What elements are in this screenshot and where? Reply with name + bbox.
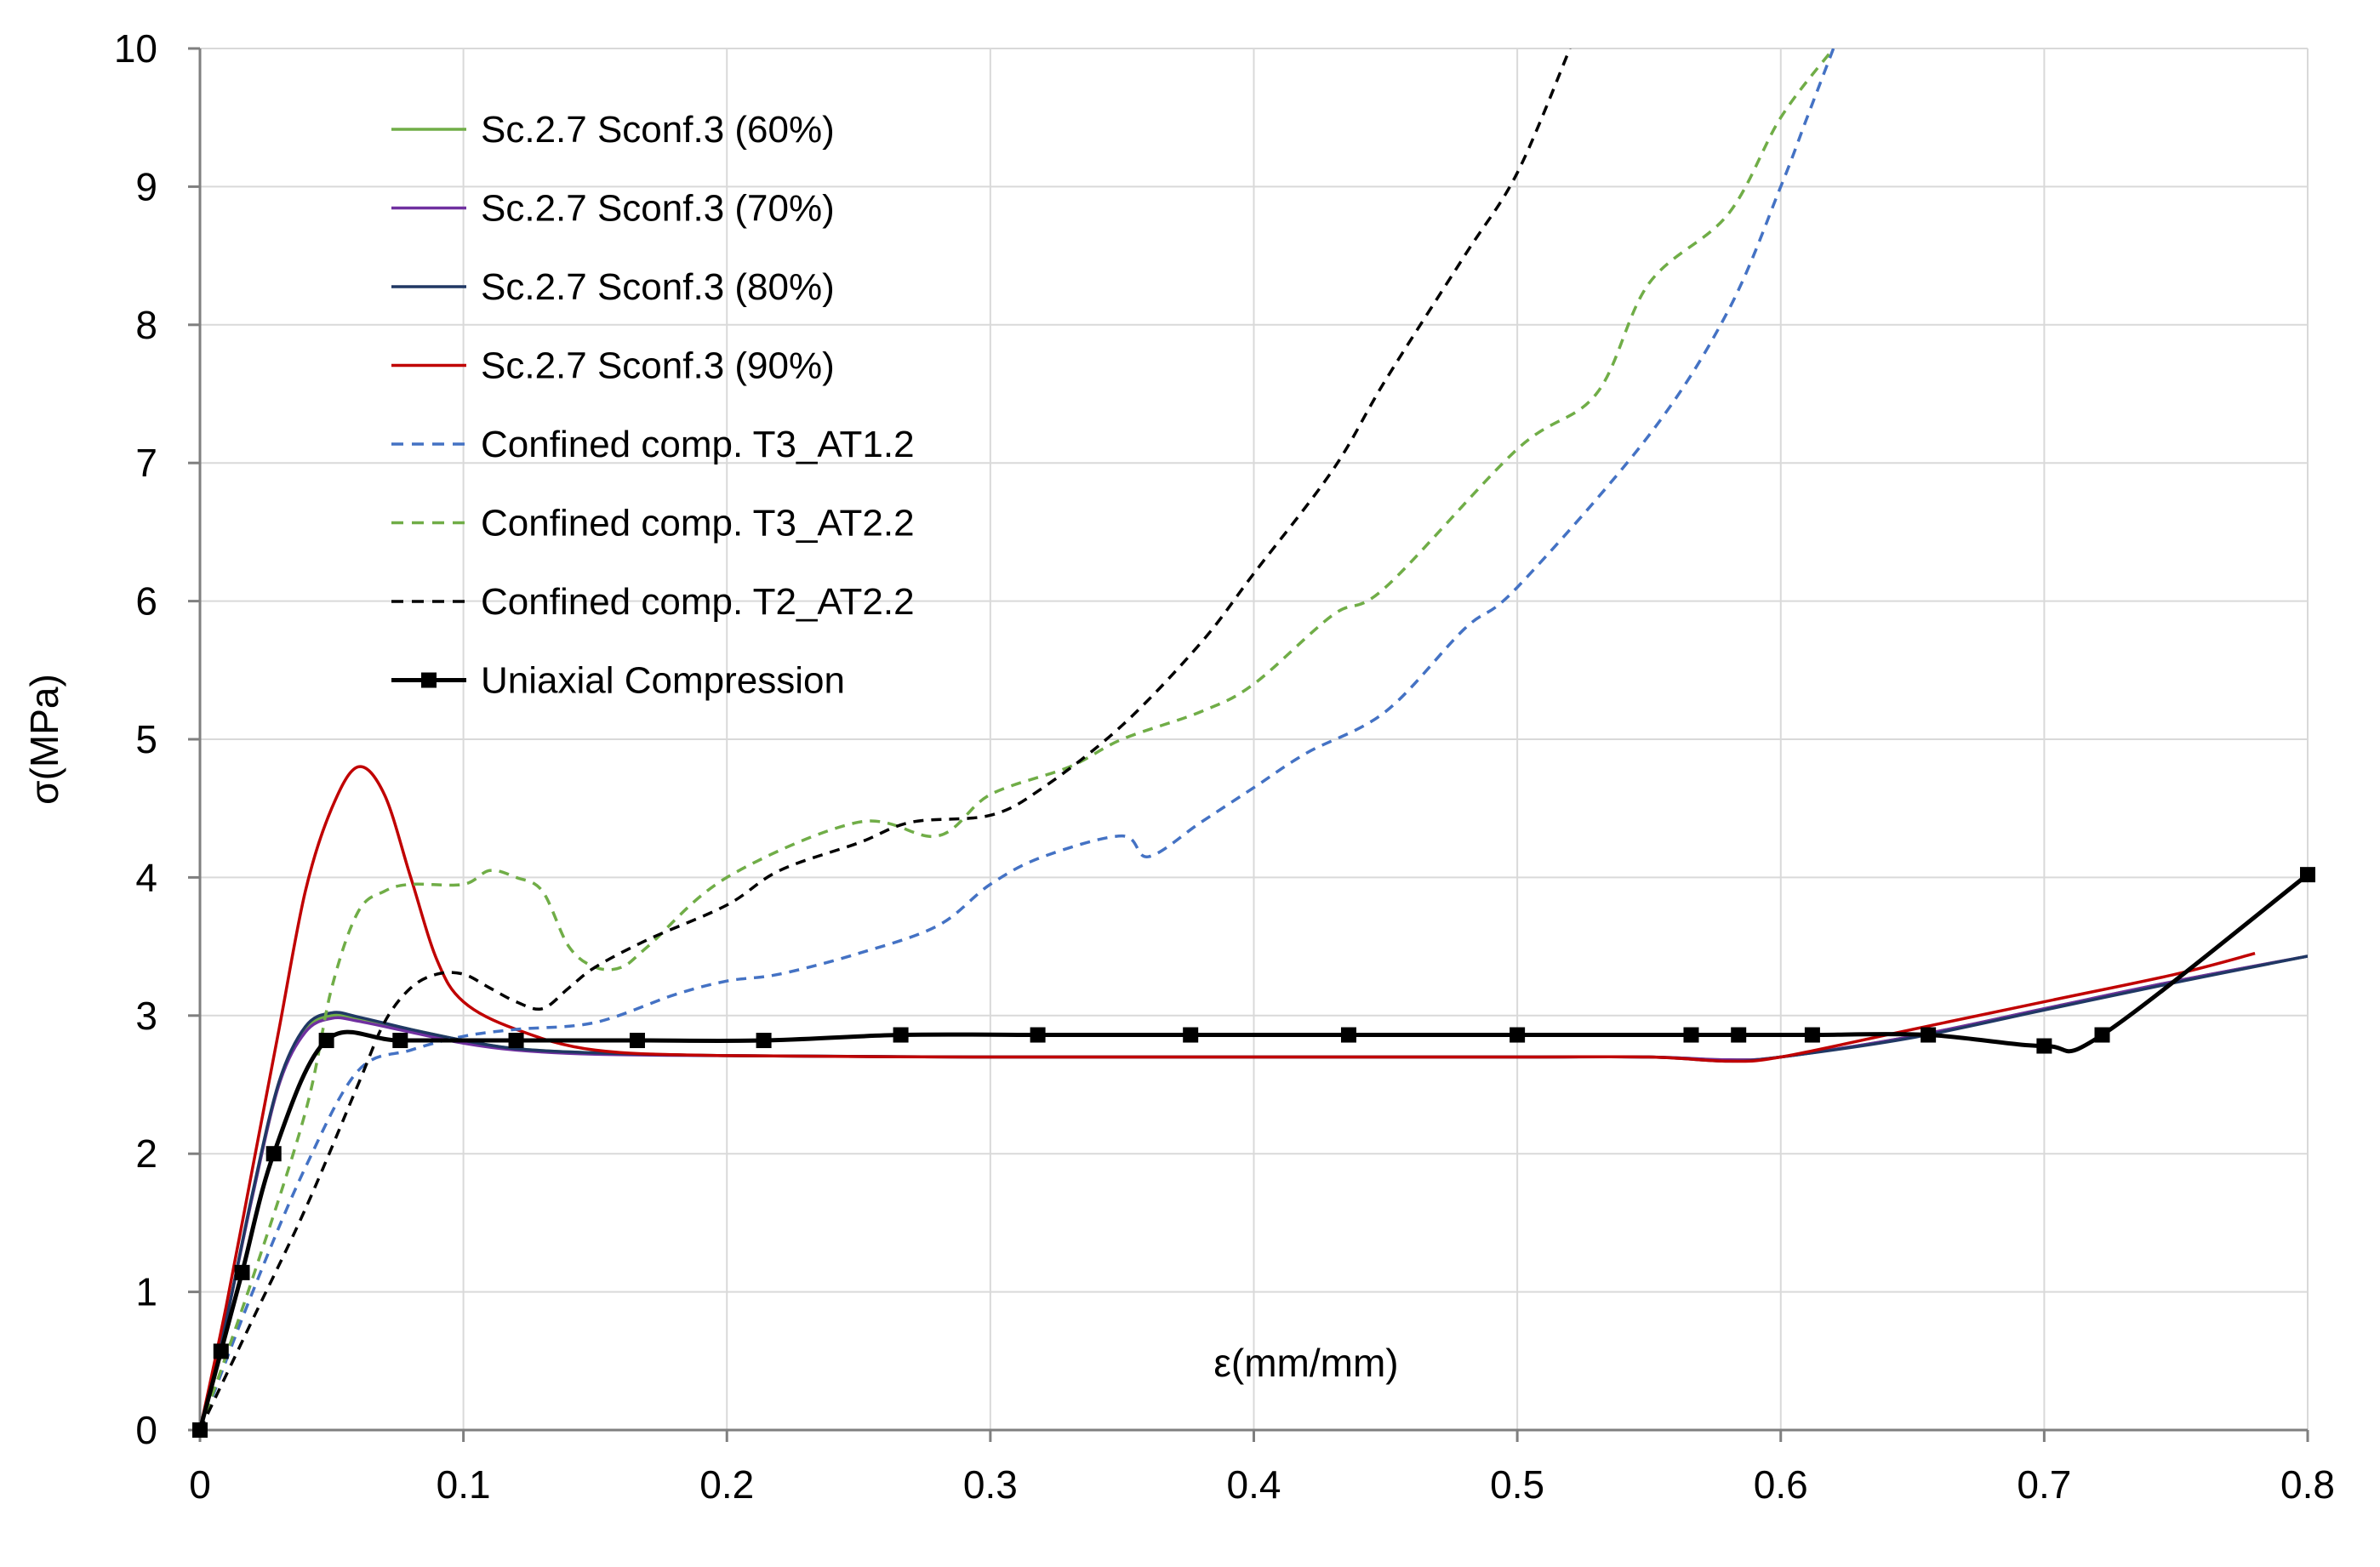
legend-item: Sc.2.7 Sconf.3 (80%) xyxy=(391,266,835,308)
data-point-marker xyxy=(1510,1027,1526,1043)
data-point-marker xyxy=(318,1033,334,1049)
series-line xyxy=(200,48,1835,1430)
data-point-marker xyxy=(1683,1027,1699,1043)
data-point-marker xyxy=(1030,1027,1046,1043)
y-tick-label: 6 xyxy=(135,579,157,624)
data-point-marker xyxy=(2300,867,2315,883)
series-line xyxy=(200,48,1835,1430)
legend: Sc.2.7 Sconf.3 (60%) Sc.2.7 Sconf.3 (70%)… xyxy=(391,109,915,702)
legend-label: Sc.2.7 Sconf.3 (60%) xyxy=(481,109,835,151)
data-point-marker xyxy=(1183,1027,1199,1043)
x-tick-label: 0 xyxy=(189,1462,211,1507)
x-tick-label: 0.1 xyxy=(437,1462,491,1507)
y-tick-label: 10 xyxy=(114,26,157,71)
data-point-marker xyxy=(234,1264,250,1280)
y-tick-label: 8 xyxy=(135,303,157,347)
data-point-marker xyxy=(392,1033,408,1049)
legend-item: Confined comp. T3_AT2.2 xyxy=(391,503,915,544)
data-point-marker xyxy=(1804,1027,1820,1043)
x-axis-title: ε(mm/mm) xyxy=(1213,1341,1398,1385)
x-tick-label: 0.8 xyxy=(2280,1462,2335,1507)
data-point-marker xyxy=(2036,1038,2052,1054)
series-line xyxy=(200,765,2256,1430)
series-confined-comp-t3-at1-2 xyxy=(200,48,1835,1430)
data-point-marker xyxy=(213,1343,229,1359)
y-tick-label: 2 xyxy=(135,1131,157,1176)
legend-label: Confined comp. T2_AT2.2 xyxy=(481,581,915,623)
legend-item: Sc.2.7 Sconf.3 (70%) xyxy=(391,188,835,230)
series-confined-comp-t3-at2-2 xyxy=(200,48,1835,1430)
series-sc-2-7-sconf-3-90 xyxy=(200,765,2256,1430)
y-tick-label: 4 xyxy=(135,855,157,899)
legend-marker xyxy=(421,672,437,688)
y-axis-title: σ(MPa) xyxy=(22,674,66,805)
x-tick-label: 0.7 xyxy=(2017,1462,2071,1507)
y-tick-label: 1 xyxy=(135,1270,157,1314)
data-point-marker xyxy=(508,1033,524,1049)
data-point-marker xyxy=(192,1422,208,1438)
legend-label: Sc.2.7 Sconf.3 (80%) xyxy=(481,266,835,308)
data-point-marker xyxy=(1921,1027,1937,1043)
y-tick-label: 0 xyxy=(135,1408,157,1452)
x-tick-label: 0.6 xyxy=(1754,1462,1808,1507)
data-point-marker xyxy=(893,1027,909,1043)
legend-item: Uniaxial Compression xyxy=(391,660,845,702)
data-point-marker xyxy=(265,1146,282,1162)
legend-label: Sc.2.7 Sconf.3 (90%) xyxy=(481,345,835,387)
data-point-marker xyxy=(1731,1027,1747,1043)
grid-layer xyxy=(200,48,2309,1430)
labels-layer: 0 0.1 0.2 0.3 0.4 0.5 0.6 0.7 0.8 0 1 2 3 4 5 6 7 8 9 10 ε(m… xyxy=(22,26,2335,1507)
x-tick-label: 0.2 xyxy=(699,1462,754,1507)
legend-item: Sc.2.7 Sconf.3 (90%) xyxy=(391,345,835,387)
legend-item: Confined comp. T2_AT2.2 xyxy=(391,581,915,623)
legend-item: Sc.2.7 Sconf.3 (60%) xyxy=(391,109,835,151)
data-point-marker xyxy=(756,1033,772,1049)
legend-label: Uniaxial Compression xyxy=(481,660,845,702)
x-tick-label: 0.4 xyxy=(1227,1462,1281,1507)
legend-label: Confined comp. T3_AT2.2 xyxy=(481,503,915,544)
y-tick-label: 9 xyxy=(135,164,157,208)
legend-label: Sc.2.7 Sconf.3 (70%) xyxy=(481,188,835,230)
data-point-marker xyxy=(1340,1027,1356,1043)
series-line xyxy=(200,48,1572,1430)
legend-item: Confined comp. T3_AT1.2 xyxy=(391,424,915,465)
y-tick-label: 3 xyxy=(135,994,157,1038)
data-point-marker xyxy=(2094,1027,2110,1043)
legend-label: Confined comp. T3_AT1.2 xyxy=(481,424,915,465)
axes-layer xyxy=(188,47,2309,1442)
x-tick-label: 0.3 xyxy=(963,1462,1018,1507)
y-tick-label: 7 xyxy=(135,441,157,485)
x-tick-label: 0.5 xyxy=(1490,1462,1544,1507)
series-confined-comp-t2-at2-2 xyxy=(200,48,1572,1430)
series-layer xyxy=(192,48,2315,1438)
y-tick-label: 5 xyxy=(135,717,157,761)
data-point-marker xyxy=(629,1033,645,1049)
